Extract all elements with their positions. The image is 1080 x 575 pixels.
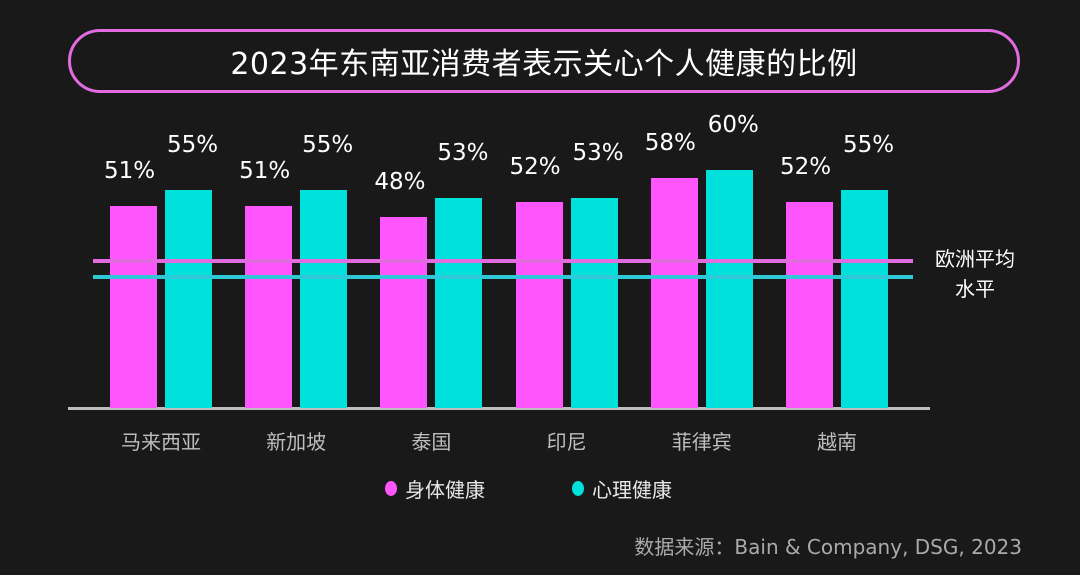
bar-physical [245, 205, 293, 408]
x-axis-category-label: 菲律宾 [671, 430, 732, 454]
value-label: 55% [302, 131, 354, 158]
bar-mental [300, 189, 348, 408]
bar-mental [570, 197, 618, 408]
value-label: 58% [644, 129, 696, 156]
value-label: 51% [103, 157, 156, 184]
x-axis-category-label: 印尼 [546, 430, 587, 454]
x-axis-category-label: 越南 [817, 430, 857, 454]
title-box: 2023年东南亚消费者表示关心个人健康的比例 [68, 29, 1020, 93]
ref-label-line-1: 欧洲平均 [935, 247, 1015, 271]
bar-physical [515, 201, 563, 408]
ref-label-line-2: 水平 [955, 277, 995, 301]
bar-mental [841, 189, 888, 408]
europe-average-label: 欧洲平均 水平 [922, 244, 1028, 304]
bar-physical [650, 177, 698, 408]
value-label: 53% [437, 139, 489, 166]
bar-mental [435, 197, 483, 408]
legend-item-physical: 身体健康 [385, 474, 485, 503]
bar-mental [705, 169, 753, 408]
x-axis-category-label: 新加坡 [266, 430, 327, 454]
source-note: 数据来源：Bain & Company, DSG, 2023 [634, 535, 1022, 559]
value-label: 55% [166, 131, 219, 158]
value-label: 48% [374, 169, 426, 196]
chart-title: 2023年东南亚消费者表示关心个人健康的比例 [230, 47, 858, 82]
legend-dot-icon [385, 481, 397, 496]
value-label: 53% [572, 139, 624, 166]
value-label: 55% [842, 131, 895, 158]
x-axis-category-label: 马来西亚 [121, 430, 201, 454]
bar-physical [786, 201, 833, 408]
legend-item-mental: 心理健康 [572, 474, 672, 503]
bar-physical [380, 217, 428, 408]
value-label: 51% [239, 157, 291, 184]
europe-average-mental-line [93, 274, 913, 279]
value-label: 52% [509, 153, 561, 180]
value-label: 60% [707, 111, 759, 138]
europe-average-physical-line [93, 259, 913, 264]
legend-label: 心理健康 [592, 478, 672, 502]
x-axis-category-label: 泰国 [411, 430, 452, 454]
legend-dot-icon [572, 481, 584, 496]
value-label: 52% [779, 153, 832, 180]
bar-physical [110, 205, 157, 408]
legend-label: 身体健康 [405, 478, 485, 502]
x-axis-line [68, 407, 930, 410]
bar-mental [165, 189, 212, 408]
